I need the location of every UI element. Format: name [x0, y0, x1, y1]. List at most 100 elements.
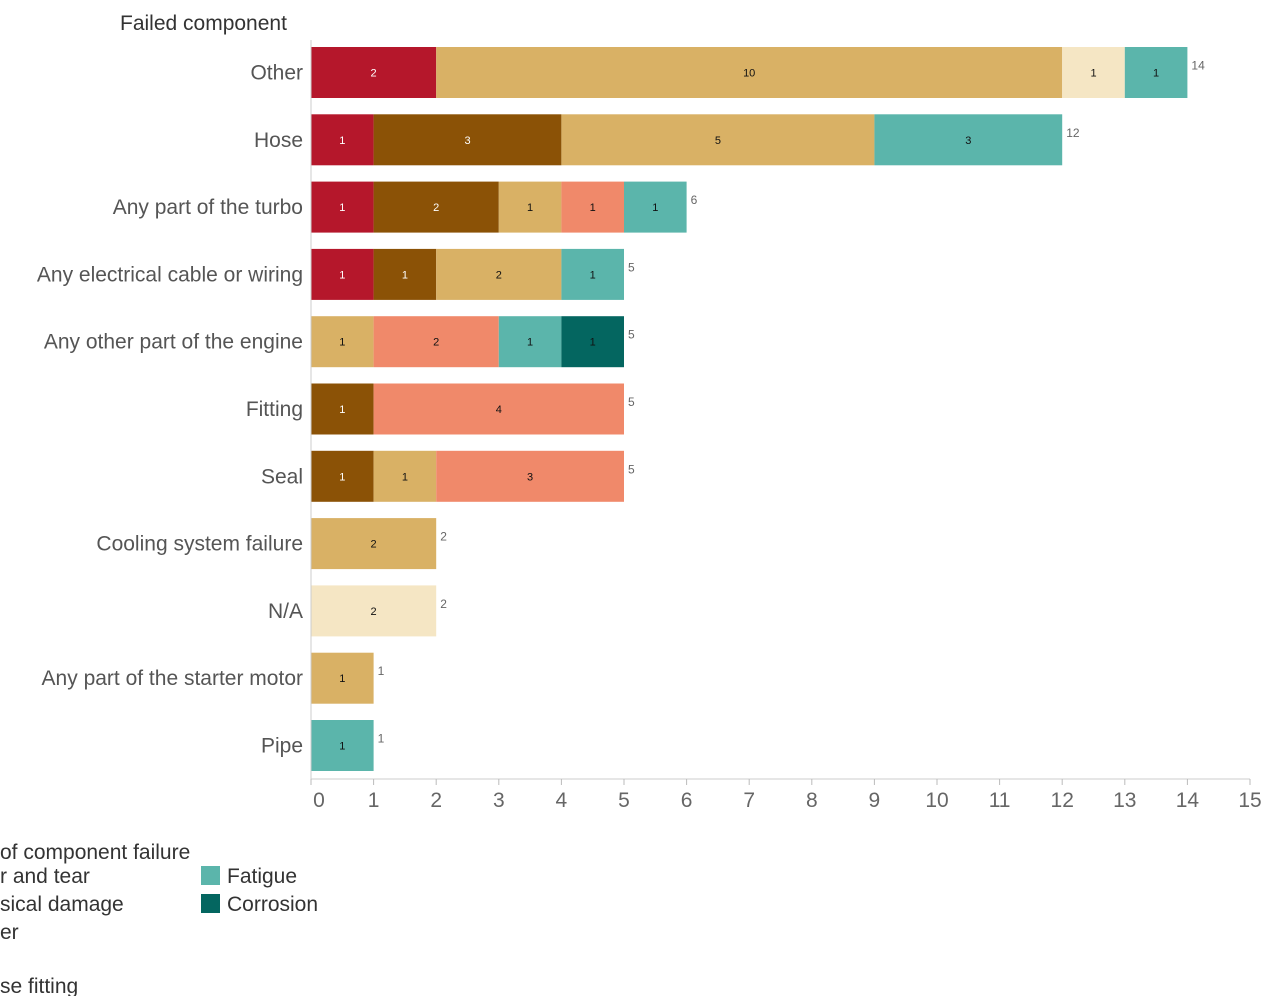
category-label: Any electrical cable or wiring	[37, 263, 303, 286]
segment-value-label: 2	[433, 337, 439, 349]
bar-segment	[373, 316, 499, 368]
bar-segment	[561, 316, 624, 368]
x-axis: 0 1 2 3 4 5 6 7 8 9 10 11 12 13 14 15	[310, 40, 1262, 812]
bar-segment	[311, 383, 374, 435]
segment-value-label: 3	[527, 471, 533, 483]
bar-segment	[436, 47, 1063, 98]
x-tick-label: 12	[1051, 789, 1074, 812]
segment-value-label: 1	[339, 202, 345, 214]
category-label: Any part of the starter motor	[42, 667, 303, 690]
segment-value-label: 1	[1153, 68, 1159, 80]
bar-segment	[373, 181, 499, 233]
segment-value-label: 2	[371, 539, 377, 551]
bar-total-label: 5	[628, 328, 635, 342]
segment-value-label: 5	[715, 135, 721, 147]
segment-value-label: 1	[402, 269, 408, 281]
bar-segment	[561, 114, 875, 166]
bar-total-label: 2	[440, 530, 447, 544]
legend-entry-label: sical damage	[0, 893, 124, 916]
x-tick-label: 13	[1113, 789, 1136, 812]
bar-total-label: 5	[628, 260, 635, 274]
bar-segment	[311, 248, 374, 300]
category-label: Other	[250, 62, 303, 85]
bar-total-label: 14	[1191, 59, 1205, 73]
x-tick-label: 11	[989, 789, 1011, 812]
segment-value-label: 2	[433, 202, 439, 214]
segment-value-label: 1	[652, 202, 658, 214]
category-label: Pipe	[261, 735, 303, 758]
bar-segment	[498, 316, 562, 368]
x-tick-label: 10	[925, 789, 948, 812]
x-tick-label: 1	[368, 789, 380, 812]
x-tick-label: 7	[743, 789, 755, 812]
bar-total-label: 2	[440, 597, 447, 611]
segment-value-label: 1	[527, 202, 533, 214]
bar-segment	[561, 248, 624, 300]
bar-segment	[373, 114, 562, 166]
segment-value-label: 10	[743, 68, 755, 80]
bar-total-label: 1	[378, 664, 385, 678]
bar-segment	[311, 181, 374, 233]
bar-segment	[311, 316, 374, 368]
bar-segment	[311, 652, 374, 704]
segment-value-label: 1	[402, 471, 408, 483]
segment-value-label: 2	[371, 68, 377, 80]
segment-value-label: 1	[590, 202, 596, 214]
legend-swatch	[201, 866, 220, 885]
segment-value-label: 1	[339, 404, 345, 416]
bar-segment	[311, 114, 374, 166]
x-tick-label: 3	[493, 789, 505, 812]
bar-segment	[498, 181, 562, 233]
x-tick-label: 6	[681, 789, 693, 812]
legend-entry-label: er	[0, 921, 19, 944]
legend-title: of component failure	[0, 841, 190, 864]
segment-value-label: 2	[496, 269, 502, 281]
bar-total-label: 5	[628, 395, 635, 409]
segment-value-label: 4	[496, 404, 502, 416]
category-label: Any part of the turbo	[113, 196, 303, 219]
bar-segment	[311, 720, 374, 771]
segment-value-label: 1	[339, 741, 345, 753]
bar-segment	[373, 248, 437, 300]
segment-value-label: 1	[590, 269, 596, 281]
category-label: Fitting	[246, 398, 303, 421]
bar-total-label: 12	[1066, 126, 1080, 140]
category-label: Any other part of the engine	[44, 331, 303, 354]
bar-segment	[373, 383, 624, 435]
segment-value-label: 1	[339, 269, 345, 281]
legend-entry-label: Fatigue	[227, 865, 297, 888]
legend-entry-label: Corrosion	[227, 893, 318, 916]
x-tick-label: 2	[430, 789, 442, 812]
x-tick-label: 8	[806, 789, 818, 812]
segment-value-label: 1	[339, 135, 345, 147]
segment-value-label: 1	[339, 471, 345, 483]
bar-total-label: 5	[628, 462, 635, 476]
bar-segment	[311, 585, 437, 637]
segment-value-label: 1	[339, 337, 345, 349]
bar-segment	[436, 248, 562, 300]
bar-segment	[874, 114, 1063, 166]
segment-value-label: 3	[965, 135, 971, 147]
segment-value-label: 2	[371, 606, 377, 618]
bar-total-label: 1	[378, 732, 385, 746]
bar-segment	[1124, 47, 1188, 98]
category-label: Hose	[254, 129, 303, 152]
bar-segment	[436, 450, 624, 502]
x-tick-label: 9	[869, 789, 881, 812]
segment-value-label: 1	[1090, 68, 1096, 80]
bar-segment	[373, 450, 437, 502]
x-tick-label: 0	[313, 789, 325, 812]
x-tick-label: 15	[1238, 789, 1261, 812]
segment-value-label: 1	[339, 673, 345, 685]
segment-value-label: 1	[590, 337, 596, 349]
bar-segment	[1062, 47, 1125, 98]
bar-segment	[311, 518, 437, 570]
segment-value-label: 1	[527, 337, 533, 349]
legend-entry-label: r and tear	[0, 865, 90, 888]
x-tick-label: 5	[618, 789, 630, 812]
legend-footer: se fitting	[0, 975, 78, 996]
category-label: Seal	[261, 465, 303, 488]
legend: of component failure se fitting r and te…	[0, 841, 318, 996]
